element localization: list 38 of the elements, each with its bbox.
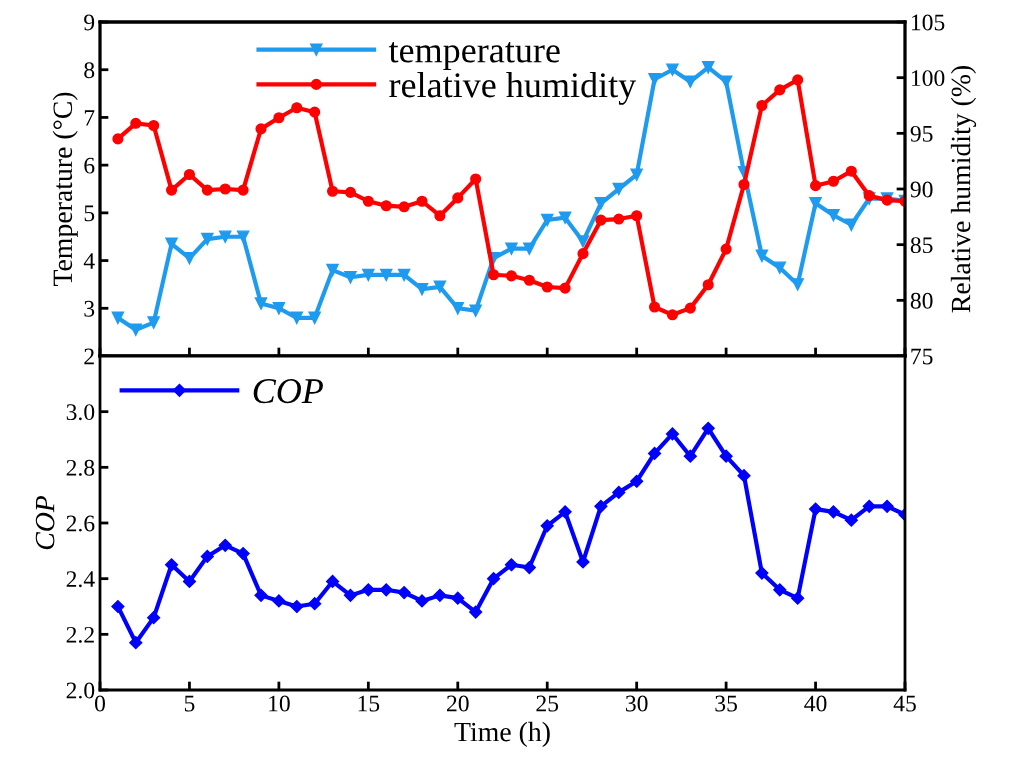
y-tick-label: 7 (84, 110, 95, 126)
y2-tick-label: 90 (910, 181, 933, 198)
y2-tick-label: 100 (911, 70, 945, 87)
x-tick-label: 0 (95, 695, 105, 712)
x-tick-label: 10 (269, 695, 290, 712)
x-tick-label: 35 (715, 695, 737, 712)
legend-label: relative humidity (389, 71, 637, 105)
x-tick-label: 30 (625, 695, 648, 712)
x-tick-label: 15 (358, 695, 380, 712)
y-axis-title: Temperature (°C) (52, 92, 78, 287)
y-tick-label: 2.0 (66, 682, 95, 699)
y-tick-label: 3.0 (66, 404, 95, 421)
legend-label: COP (253, 379, 323, 404)
y2-axis-title: Relative humidity (%) (950, 66, 977, 313)
y-tick-label: 8 (84, 62, 95, 79)
legend-label: temperature (388, 41, 560, 70)
x-tick-label: 40 (804, 695, 827, 712)
y-tick-label: 2 (84, 348, 94, 365)
y-axis-title: COP (35, 495, 55, 550)
x-tick-label: 25 (536, 695, 559, 712)
y-tick-label: 2.4 (66, 571, 95, 588)
y-tick-label: 2.8 (66, 459, 95, 476)
x-tick-label: 5 (184, 695, 195, 712)
y-tick-label: 2.2 (66, 626, 94, 643)
y2-tick-label: 75 (911, 348, 933, 365)
x-tick-label: 45 (893, 695, 916, 712)
y2-tick-label: 80 (910, 292, 933, 309)
y-tick-label: 3 (84, 300, 95, 317)
y-tick-label: 4 (83, 253, 95, 269)
y-tick-label: 2.6 (66, 515, 95, 532)
x-tick-label: 20 (447, 695, 469, 712)
y2-tick-label: 85 (910, 237, 933, 254)
y-tick-label: 9 (84, 14, 95, 31)
y2-tick-label: 95 (910, 125, 933, 142)
y2-tick-label: 105 (911, 14, 945, 31)
y-tick-label: 5 (84, 205, 95, 222)
x-axis-title: Time (h) (454, 721, 550, 748)
y-tick-label: 6 (84, 157, 95, 174)
